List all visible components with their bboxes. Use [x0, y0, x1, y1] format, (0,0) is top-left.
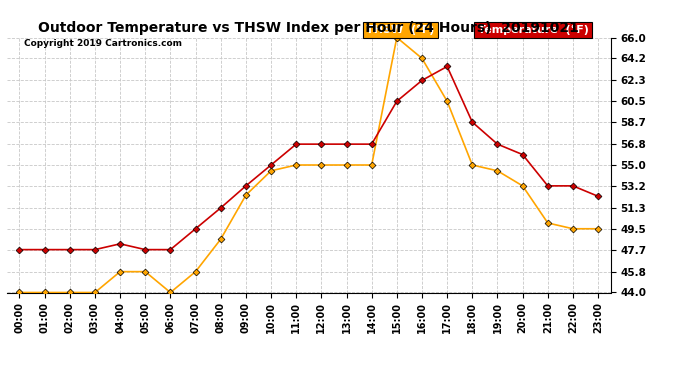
- Text: THSW  (°F): THSW (°F): [366, 25, 435, 35]
- Text: Temperature  (°F): Temperature (°F): [477, 25, 589, 35]
- Text: Copyright 2019 Cartronics.com: Copyright 2019 Cartronics.com: [24, 39, 182, 48]
- Title: Outdoor Temperature vs THSW Index per Hour (24 Hours)  20191021: Outdoor Temperature vs THSW Index per Ho…: [39, 21, 579, 35]
